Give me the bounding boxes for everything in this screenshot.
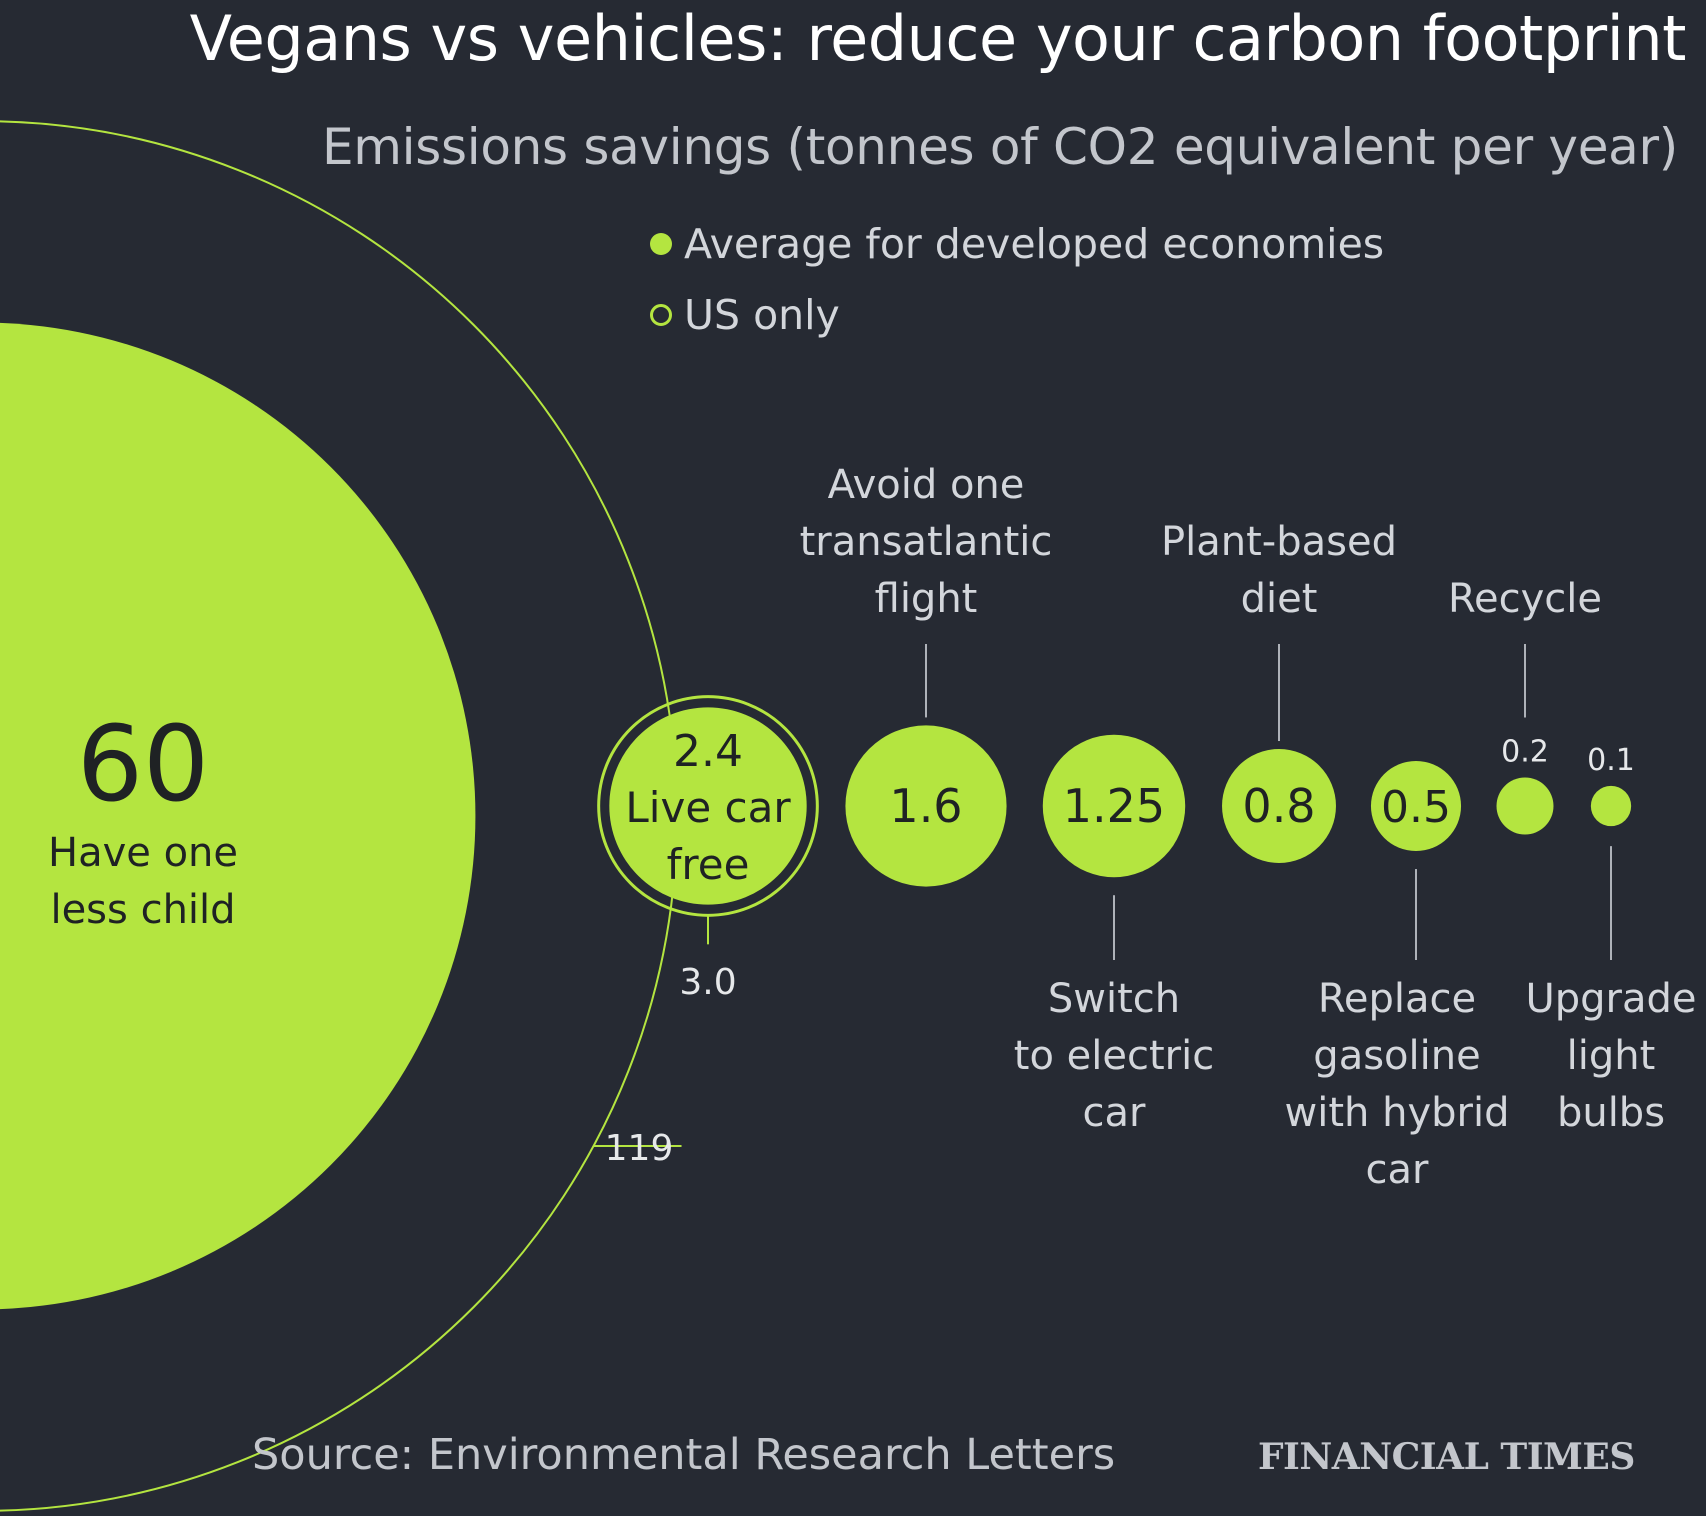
value-label-avoid-transatlantic-flight: 1.6 [889, 779, 962, 833]
legend-label-average: Average for developed economies [684, 220, 1385, 268]
value-label-replace-gasoline-with-hybrid: 0.5 [1381, 782, 1451, 833]
category-label-have-one-less-child: less child [50, 887, 235, 933]
category-label-avoid-transatlantic-flight: Avoid one [828, 462, 1025, 508]
us-value-label-have-one-less-child: 119 [605, 1128, 674, 1169]
brand-logo: FINANCIAL TIMES [1258, 1436, 1635, 1478]
category-label-switch-to-electric-car: Switch [1048, 976, 1180, 1022]
value-label-upgrade-light-bulbs: 0.1 [1587, 743, 1635, 778]
value-label-plant-based-diet: 0.8 [1242, 779, 1315, 833]
bubble-average-live-car-free [609, 707, 807, 905]
category-label-replace-gasoline-with-hybrid: gasoline [1313, 1033, 1480, 1079]
bubble-average-recycle [1496, 777, 1554, 835]
category-label-live-car-free: free [667, 840, 750, 889]
source-note: Source: Environmental Research Letters [252, 1430, 1116, 1480]
category-label-avoid-transatlantic-flight: flight [875, 576, 978, 622]
us-value-label-live-car-free: 3.0 [679, 962, 736, 1003]
value-label-recycle: 0.2 [1501, 735, 1549, 770]
category-label-recycle: Recycle [1448, 576, 1602, 622]
bubble-us-live-car-free [597, 695, 819, 917]
category-label-upgrade-light-bulbs: light [1567, 1033, 1656, 1079]
bubble-average-have-one-less-child [0, 323, 476, 1309]
value-label-switch-to-electric-car: 1.25 [1063, 779, 1165, 833]
category-label-replace-gasoline-with-hybrid: car [1366, 1147, 1430, 1193]
legend-item-us: US only [650, 291, 840, 339]
legend-item-average: Average for developed economies [650, 220, 1384, 268]
legend-filled-circle-icon [650, 233, 672, 255]
category-label-plant-based-diet: diet [1241, 576, 1318, 622]
category-label-switch-to-electric-car: car [1083, 1090, 1147, 1136]
category-label-avoid-transatlantic-flight: transatlantic [800, 519, 1053, 565]
category-label-plant-based-diet: Plant-based [1161, 519, 1397, 565]
bubble-average-replace-gasoline-with-hybrid [1370, 760, 1462, 852]
category-label-have-one-less-child: Have one [48, 830, 238, 876]
chart-title: Vegans vs vehicles: reduce your carbon f… [189, 2, 1687, 75]
category-label-upgrade-light-bulbs: Upgrade [1525, 976, 1696, 1022]
legend-ring-circle-icon [650, 304, 672, 326]
category-label-switch-to-electric-car: to electric [1014, 1033, 1214, 1079]
bubble-average-avoid-transatlantic-flight [845, 725, 1007, 887]
bubble-average-upgrade-light-bulbs [1590, 785, 1632, 827]
category-label-replace-gasoline-with-hybrid: with hybrid [1285, 1090, 1510, 1136]
category-label-upgrade-light-bulbs: bulbs [1557, 1090, 1665, 1136]
value-label-have-one-less-child: 60 [77, 703, 209, 825]
bubble-average-switch-to-electric-car [1042, 734, 1186, 878]
chart-subtitle: Emissions savings (tonnes of CO2 equival… [321, 118, 1678, 176]
bubble-average-plant-based-diet [1222, 749, 1336, 863]
legend-label-us: US only [684, 291, 840, 339]
category-label-live-car-free: Live car [625, 783, 791, 832]
category-label-replace-gasoline-with-hybrid: Replace [1318, 976, 1476, 1022]
value-label-live-car-free: 2.4 [673, 726, 743, 777]
